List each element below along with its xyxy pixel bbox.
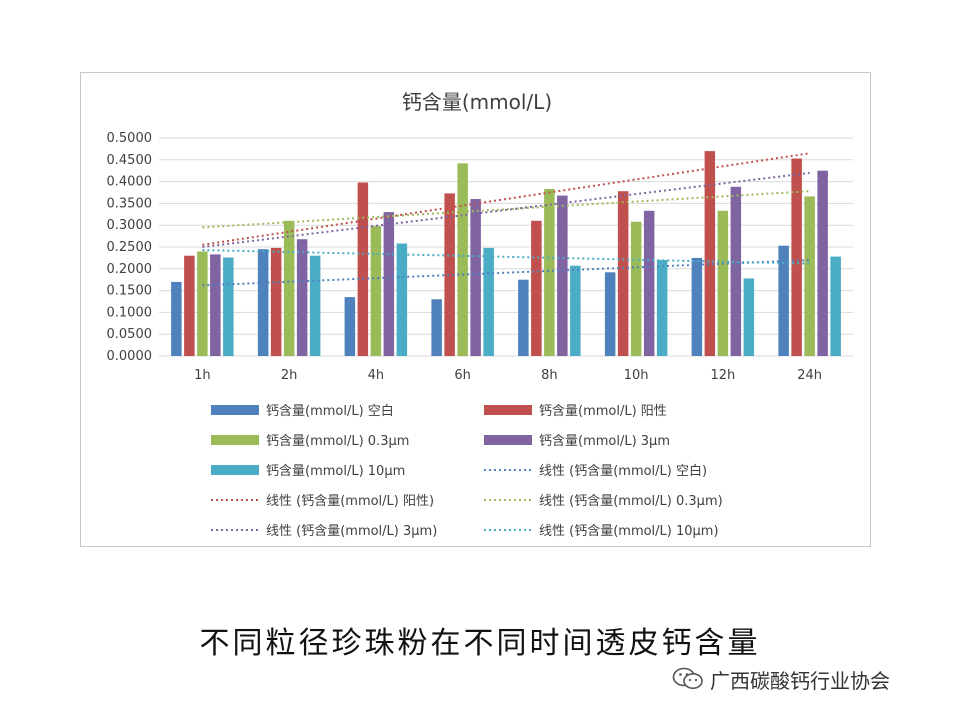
legend-swatch xyxy=(211,465,259,475)
legend-label: 钙含量(mmol/L) 空白 xyxy=(266,403,394,419)
chart-title: 钙含量(mmol/L) xyxy=(402,90,552,114)
y-tick-label: 0.2000 xyxy=(107,262,153,277)
bar xyxy=(309,255,321,356)
x-tick-label: 2h xyxy=(281,368,298,383)
x-tick-label: 6h xyxy=(454,368,471,383)
bar xyxy=(210,254,221,356)
trendlines xyxy=(202,152,810,287)
bar xyxy=(223,257,234,356)
bars xyxy=(171,151,841,356)
trendline xyxy=(202,152,810,246)
watermark: 广西碳酸钙行业协会 xyxy=(672,664,890,694)
bar xyxy=(483,247,494,356)
legend-label: 线性 (钙含量(mmol/L) 空白) xyxy=(539,463,707,479)
x-tick-label: 12h xyxy=(710,368,735,383)
bar xyxy=(656,260,668,356)
trendline xyxy=(202,171,810,248)
watermark-text: 广西碳酸钙行业协会 xyxy=(710,668,890,693)
bar xyxy=(344,297,356,356)
bar xyxy=(184,255,195,356)
legend-label: 钙含量(mmol/L) 0.3μm xyxy=(266,433,409,449)
x-tick-label: 1h xyxy=(194,368,211,383)
y-tick-label: 0.4500 xyxy=(107,153,153,168)
bar xyxy=(470,199,481,356)
legend-swatch xyxy=(484,435,532,445)
bar xyxy=(383,212,395,356)
bar xyxy=(296,239,308,356)
bar xyxy=(431,299,442,356)
bar xyxy=(370,226,382,356)
legend: 钙含量(mmol/L) 空白 钙含量(mmol/L) 阳性钙含量(mmol/L) … xyxy=(211,403,723,539)
bar xyxy=(283,220,295,356)
bar xyxy=(830,256,841,356)
y-tick-label: 0.3500 xyxy=(107,196,153,211)
y-axis-ticks: 0.5000 0.4500 0.4000 0.3500 0.3000 0.2500 0.20… xyxy=(107,131,153,364)
bar xyxy=(531,220,542,356)
bar xyxy=(691,257,703,356)
x-tick-label: 8h xyxy=(541,368,558,383)
y-tick-label: 0.3000 xyxy=(107,218,153,233)
bar xyxy=(197,251,208,356)
chart-svg: 钙含量(mmol/L) 0.5000 0.4500 0.4000 0.3500 0.30… xyxy=(107,90,853,539)
trendline xyxy=(202,259,810,287)
legend-swatch xyxy=(211,435,259,445)
legend-swatch xyxy=(211,405,259,415)
bar xyxy=(270,247,282,356)
bar xyxy=(617,191,629,356)
page-caption: 不同粒径珍珠粉在不同时间透皮钙含量 xyxy=(199,626,761,661)
trendline xyxy=(202,190,810,229)
bar xyxy=(778,245,789,356)
y-tick-label: 0.5000 xyxy=(107,131,153,146)
bar xyxy=(570,265,581,356)
bar xyxy=(804,196,815,356)
x-axis-ticks: 1h 2h 4h 6h 8h 10h 12h 24h xyxy=(194,368,822,383)
bar xyxy=(817,170,828,356)
x-tick-label: 4h xyxy=(368,368,385,383)
legend-label: 线性 (钙含量(mmol/L) 10μm) xyxy=(539,523,719,539)
y-tick-label: 0.4000 xyxy=(107,175,153,190)
legend-label: 钙含量(mmol/L) 10μm xyxy=(266,463,405,479)
x-tick-label: 10h xyxy=(624,368,649,383)
y-tick-label: 0.1000 xyxy=(107,305,153,320)
legend-swatch xyxy=(484,405,532,415)
bar xyxy=(704,151,716,356)
y-tick-label: 0.0000 xyxy=(107,349,153,364)
y-tick-label: 0.2500 xyxy=(107,240,153,255)
chart-frame: 钙含量(mmol/L) 0.5000 0.4500 0.4000 0.3500 0.30… xyxy=(80,72,871,547)
bar xyxy=(257,249,269,356)
legend-label: 线性 (钙含量(mmol/L) 阳性) xyxy=(266,493,434,509)
bar xyxy=(743,278,755,356)
bar xyxy=(643,210,655,356)
bar xyxy=(444,193,455,356)
legend-label: 钙含量(mmol/L) 阳性 xyxy=(539,403,667,419)
x-tick-label: 24h xyxy=(797,368,822,383)
bar xyxy=(717,210,729,356)
legend-label: 线性 (钙含量(mmol/L) 0.3μm) xyxy=(539,493,723,509)
y-tick-label: 0.0500 xyxy=(107,327,153,342)
legend-label: 钙含量(mmol/L) 3μm xyxy=(539,433,670,449)
bar xyxy=(557,195,568,356)
bar xyxy=(457,163,468,356)
y-tick-label: 0.1500 xyxy=(107,284,153,299)
bar xyxy=(396,243,408,356)
bar xyxy=(357,182,369,356)
trendline xyxy=(202,249,810,265)
legend-label: 线性 (钙含量(mmol/L) 3μm) xyxy=(266,523,437,539)
wechat-icon xyxy=(672,667,703,689)
bar xyxy=(544,189,555,356)
bar xyxy=(518,279,529,356)
bar xyxy=(730,186,742,356)
bar xyxy=(791,158,802,356)
bar xyxy=(604,272,616,356)
bar xyxy=(630,221,642,356)
bar xyxy=(171,281,182,356)
